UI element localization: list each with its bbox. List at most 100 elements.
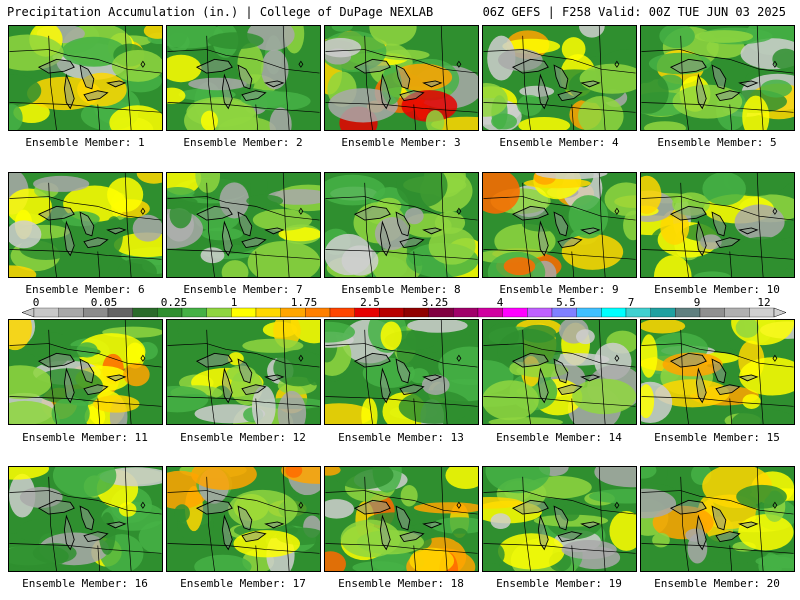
legend-swatch	[280, 307, 306, 318]
legend-swatch	[403, 307, 429, 318]
precip-blob	[641, 384, 655, 419]
precip-blob	[191, 467, 257, 490]
precip-blob	[331, 26, 353, 32]
precip-blob	[483, 380, 539, 421]
precip-blob	[396, 173, 448, 208]
lake-outline	[557, 90, 583, 102]
precip-blob	[523, 178, 591, 189]
lake-outline	[669, 499, 707, 515]
precip-blob	[641, 334, 658, 378]
lake-outline	[711, 64, 727, 90]
precip-blob	[451, 528, 469, 543]
border-line	[167, 49, 320, 74]
precip-blob	[9, 320, 32, 351]
legend-swatch	[675, 307, 701, 318]
precip-blob	[609, 511, 636, 551]
precip-blob	[325, 551, 346, 571]
border-line	[282, 173, 290, 277]
precip-blob	[400, 485, 418, 507]
precip-map	[167, 467, 320, 571]
lake-outline	[553, 211, 569, 237]
lake-outline	[738, 227, 759, 235]
precip-blob	[251, 385, 276, 424]
lake-outline	[711, 358, 727, 384]
precip-blob	[739, 357, 794, 396]
lake-outline	[237, 64, 253, 90]
precip-blob	[252, 209, 313, 231]
lake-outline	[106, 227, 127, 235]
lake-outline	[715, 90, 741, 102]
border-line	[680, 35, 689, 130]
border-line	[325, 490, 478, 515]
precip-blob	[518, 116, 571, 130]
city-marker	[140, 354, 146, 362]
precip-blob	[261, 49, 289, 90]
precip-blob	[445, 467, 478, 489]
ensemble-member-label: Ensemble Member: 14	[496, 431, 622, 444]
legend-tick-label: 4	[496, 296, 504, 309]
precip-blob	[334, 467, 394, 490]
border-line	[729, 398, 733, 424]
precip-map	[325, 320, 478, 424]
precip-blob	[731, 411, 769, 424]
border-line	[598, 26, 606, 130]
lake-outline	[511, 499, 549, 515]
border-line	[641, 343, 794, 368]
ensemble-member-label: Ensemble Member: 10	[654, 283, 780, 296]
legend-tick-label: 7	[627, 296, 635, 309]
lake-outline	[399, 237, 425, 249]
legend-swatch	[699, 307, 725, 318]
precip-blob	[352, 561, 405, 571]
lake-outline	[395, 505, 411, 531]
ensemble-member-label: Ensemble Member: 9	[499, 283, 619, 296]
legend-swatch	[231, 307, 257, 318]
city-marker	[456, 207, 462, 215]
legend-swatch	[527, 307, 553, 318]
precip-blob	[772, 48, 794, 70]
precip-blob	[9, 220, 42, 249]
city-marker	[772, 501, 778, 509]
lake-outline	[195, 58, 233, 74]
border-line	[756, 173, 764, 277]
precip-blob	[644, 121, 686, 130]
border-line	[483, 543, 636, 554]
precip-blob	[325, 37, 362, 58]
precip-map	[9, 320, 162, 424]
precip-map	[167, 173, 320, 277]
border-line	[522, 35, 531, 130]
legend-tick-label: 1.75	[290, 296, 318, 309]
ensemble-member-label: Ensemble Member: 19	[496, 577, 622, 590]
ensemble-map-panel	[482, 172, 637, 278]
lake-outline	[695, 220, 707, 257]
lake-outline	[79, 64, 95, 90]
lake-outline	[221, 220, 233, 257]
precip-blob	[409, 547, 455, 571]
border-line	[641, 543, 794, 554]
lake-outline	[221, 367, 233, 404]
precip-blob	[76, 342, 98, 358]
precip-blob	[278, 226, 320, 242]
product-title: Precipitation Accumulation (in.) | Colle…	[7, 5, 434, 19]
border-line	[483, 396, 636, 407]
precip-blob	[32, 542, 77, 564]
precip-blob	[33, 175, 90, 192]
border-line	[483, 490, 636, 515]
valid-time-title: 06Z GEFS | F258 Valid: 00Z TUE JUN 03 20…	[482, 5, 786, 19]
border-line	[598, 173, 606, 277]
precip-blob	[694, 30, 754, 43]
lake-outline	[221, 73, 233, 110]
precip-blob	[246, 194, 284, 208]
precip-blob	[491, 113, 518, 130]
precip-blob	[520, 324, 557, 343]
legend-swatch	[132, 307, 158, 318]
lake-outline	[379, 367, 391, 404]
precip-blob	[380, 49, 430, 61]
lake-outline	[63, 367, 75, 404]
border-line	[729, 545, 733, 571]
precip-blob	[9, 365, 52, 400]
lake-outline	[695, 73, 707, 110]
legend-tick-label: 5.5	[556, 296, 576, 309]
city-marker	[456, 60, 462, 68]
precip-blob	[483, 173, 520, 214]
border-line	[48, 35, 57, 130]
